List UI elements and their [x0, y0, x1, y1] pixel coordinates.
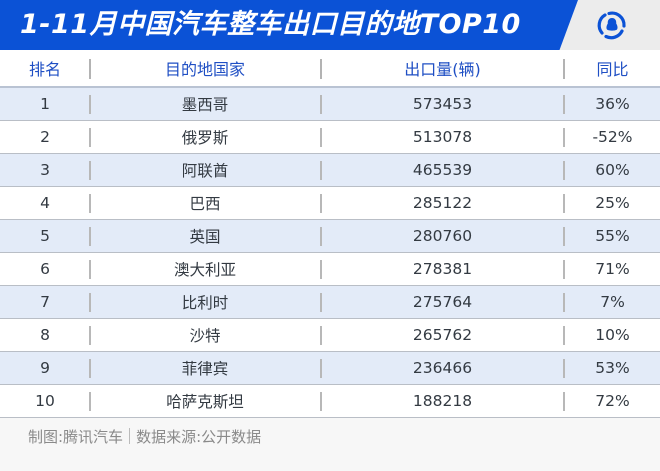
column-divider — [89, 161, 91, 180]
table-row: 7 比利时 275764 7% — [0, 286, 660, 319]
yoy-cell: 25% — [595, 194, 630, 212]
table-row: 8 沙特 265762 10% — [0, 319, 660, 352]
country-cell: 英国 — [189, 228, 221, 246]
country-cell: 俄罗斯 — [181, 129, 229, 147]
column-divider — [89, 359, 91, 378]
table-row: 9 菲律宾 236466 53% — [0, 352, 660, 385]
column-divider — [320, 260, 322, 279]
column-divider — [89, 95, 91, 114]
yoy-cell: 10% — [595, 326, 630, 344]
country-cell: 澳大利亚 — [173, 261, 236, 279]
column-divider — [89, 194, 91, 213]
exports-cell: 275764 — [412, 293, 473, 311]
exports-cell: 236466 — [412, 359, 473, 377]
title-banner: 1-11月中国汽车整车出口目的地TOP10 — [0, 0, 660, 50]
rank-cell: 6 — [40, 260, 50, 278]
column-divider — [89, 293, 91, 312]
yoy-cell: 72% — [595, 392, 630, 410]
rank-cell: 3 — [40, 161, 50, 179]
column-divider — [320, 128, 322, 147]
exports-cell: 573453 — [412, 95, 473, 113]
column-divider — [563, 227, 565, 246]
country-cell: 阿联酋 — [181, 162, 229, 180]
column-divider — [89, 326, 91, 345]
column-header-exports[interactable]: 出口量(辆) — [404, 60, 481, 79]
source-footer: 制图:腾讯汽车 数据来源:公开数据 — [28, 426, 261, 447]
rank-cell: 8 — [40, 326, 50, 344]
column-divider — [563, 260, 565, 279]
yoy-cell: 36% — [595, 95, 630, 113]
column-divider — [320, 326, 322, 345]
column-divider — [563, 194, 565, 213]
column-divider — [563, 59, 565, 79]
column-divider — [320, 95, 322, 114]
exports-cell: 278381 — [412, 260, 473, 278]
country-cell: 菲律宾 — [181, 360, 229, 378]
yoy-cell: 55% — [595, 227, 630, 245]
rank-cell: 5 — [40, 227, 50, 245]
data-source: 数据来源:公开数据 — [136, 428, 262, 446]
title-banner-blue — [0, 0, 578, 50]
column-divider — [320, 194, 322, 213]
column-header-country[interactable]: 目的地国家 — [164, 60, 245, 79]
column-divider — [320, 359, 322, 378]
exports-cell: 513078 — [412, 128, 473, 146]
yoy-cell: 53% — [595, 359, 630, 377]
table-row: 5 英国 280760 55% — [0, 220, 660, 253]
column-divider — [563, 392, 565, 411]
chart-credit: 制图:腾讯汽车 — [28, 428, 124, 446]
page-title: 1-11月中国汽车整车出口目的地TOP10 — [20, 9, 521, 40]
column-divider — [563, 293, 565, 312]
table-row: 3 阿联酋 465539 60% — [0, 154, 660, 187]
table-row: 2 俄罗斯 513078 -52% — [0, 121, 660, 154]
yoy-cell: 60% — [595, 161, 630, 179]
column-divider — [89, 128, 91, 147]
column-divider — [563, 128, 565, 147]
table-row: 1 墨西哥 573453 36% — [0, 88, 660, 121]
column-divider — [320, 293, 322, 312]
exports-cell: 265762 — [412, 326, 473, 344]
column-header-rank[interactable]: 排名 — [28, 60, 61, 79]
table-row: 10 哈萨克斯坦 188218 72% — [0, 385, 660, 418]
column-divider — [563, 95, 565, 114]
rank-cell: 2 — [40, 128, 50, 146]
column-divider — [320, 161, 322, 180]
exports-cell: 285122 — [412, 194, 473, 212]
table-row: 4 巴西 285122 25% — [0, 187, 660, 220]
column-divider — [563, 326, 565, 345]
column-divider — [320, 392, 322, 411]
yoy-cell: -52% — [592, 128, 633, 146]
footer-divider — [129, 428, 131, 444]
column-header-yoy[interactable]: 同比 — [596, 60, 629, 79]
column-divider — [320, 59, 322, 79]
exports-cell: 465539 — [412, 161, 473, 179]
column-divider — [89, 59, 91, 79]
rank-cell: 7 — [40, 293, 50, 311]
rank-cell: 9 — [40, 359, 50, 377]
rank-cell: 1 — [40, 95, 50, 113]
yoy-cell: 7% — [600, 293, 625, 311]
yoy-cell: 71% — [595, 260, 630, 278]
table-body: 1 墨西哥 573453 36% 2 俄罗斯 513078 -52% 3 阿联酋… — [0, 88, 660, 418]
country-cell: 比利时 — [181, 294, 229, 312]
column-divider — [89, 227, 91, 246]
country-cell: 沙特 — [189, 327, 221, 345]
table-row: 6 澳大利亚 278381 71% — [0, 253, 660, 286]
column-divider — [320, 227, 322, 246]
country-cell: 巴西 — [189, 195, 221, 213]
table-header: 排名 目的地国家 出口量(辆) 同比 — [0, 50, 660, 88]
column-divider — [563, 359, 565, 378]
column-divider — [89, 392, 91, 411]
rank-cell: 10 — [35, 392, 55, 410]
country-cell: 墨西哥 — [181, 96, 229, 114]
tencent-auto-logo-icon — [597, 11, 626, 40]
rank-cell: 4 — [40, 194, 50, 212]
country-cell: 哈萨克斯坦 — [166, 393, 244, 411]
column-divider — [563, 161, 565, 180]
column-divider — [89, 260, 91, 279]
exports-cell: 188218 — [412, 392, 473, 410]
exports-cell: 280760 — [412, 227, 473, 245]
